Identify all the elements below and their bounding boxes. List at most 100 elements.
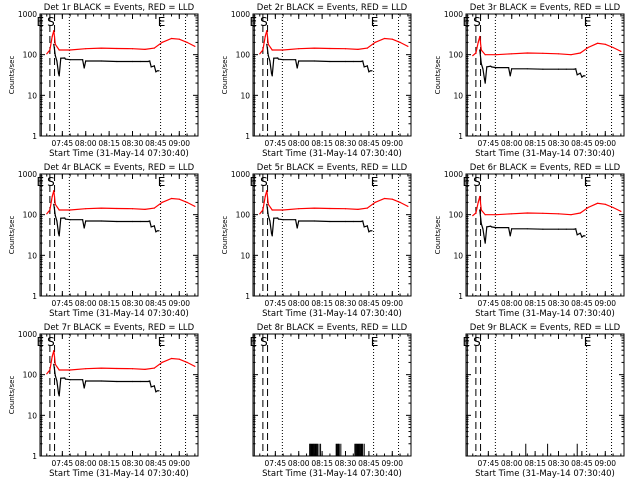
data-point	[277, 57, 279, 59]
data-point	[479, 195, 481, 198]
data-point	[64, 378, 67, 380]
data-point	[366, 225, 368, 227]
data-point	[482, 68, 484, 70]
data-point	[54, 215, 56, 217]
data-point	[186, 361, 188, 363]
data-point	[85, 368, 87, 370]
data-point	[139, 220, 141, 223]
data-point	[576, 74, 578, 76]
data-point	[399, 41, 401, 44]
data-point	[150, 226, 152, 228]
data-point	[259, 213, 261, 215]
data-point	[298, 220, 300, 222]
data-point	[360, 220, 362, 223]
data-point	[161, 201, 163, 203]
data-point	[49, 369, 51, 371]
series-line-1	[259, 30, 409, 55]
data-point	[271, 235, 273, 237]
y-tick-label: 1000	[18, 10, 37, 19]
data-point	[480, 49, 482, 51]
data-point	[144, 368, 146, 370]
data-point	[480, 223, 482, 225]
data-point	[570, 54, 572, 56]
data-point	[391, 198, 393, 200]
data-point	[170, 357, 173, 360]
x-tick-label: 08:30	[122, 459, 144, 468]
plot-frame	[465, 13, 625, 137]
data-point	[64, 377, 66, 379]
panel-3: Det 3r BLACK = Events, RED = LLD 1 10 100 10…	[434, 3, 625, 159]
data-point	[153, 367, 155, 369]
marker-label: E	[584, 15, 592, 29]
y-tick-label: 1	[245, 132, 250, 141]
panel-title: Det 2r BLACK = Events, RED = LLD	[257, 3, 408, 13]
data-point	[495, 227, 497, 229]
data-point	[295, 59, 297, 61]
y-tick-label: 1000	[444, 10, 463, 19]
y-tick-label: 10	[453, 91, 463, 100]
x-tick-label: 09:00	[594, 139, 616, 148]
data-point	[60, 57, 62, 59]
data-point	[587, 206, 589, 209]
marker-label: E	[158, 15, 166, 29]
plot-frame	[465, 333, 625, 457]
data-point	[262, 49, 264, 51]
data-point	[509, 75, 511, 77]
data-point	[282, 209, 284, 211]
data-point	[296, 67, 298, 69]
data-point	[508, 227, 510, 229]
data-point	[85, 60, 87, 62]
data-point	[490, 66, 493, 68]
data-point	[53, 363, 55, 365]
x-tick-label: 07:45	[478, 139, 500, 148]
data-point	[407, 205, 409, 207]
x-tick-label: 08:00	[501, 139, 523, 148]
data-point	[116, 220, 118, 223]
x-tick-label: 08:00	[501, 299, 523, 308]
data-point	[484, 82, 486, 84]
data-point	[178, 358, 180, 360]
data-point	[153, 65, 155, 67]
x-tick-label: 08:30	[335, 299, 357, 308]
x-tick-label: 07:45	[478, 299, 500, 308]
y-tick-label: 1	[245, 292, 250, 301]
x-tick-label: 09:00	[168, 299, 190, 308]
data-point	[344, 208, 347, 210]
marker-label: E	[37, 15, 45, 29]
marker-label: E	[158, 175, 166, 189]
data-point	[612, 46, 614, 49]
data-point	[149, 220, 151, 222]
data-point	[85, 48, 87, 50]
data-point	[53, 43, 55, 45]
data-point	[273, 57, 275, 59]
data-point	[56, 380, 58, 382]
x-tick-label: 08:00	[501, 459, 523, 468]
data-point	[58, 395, 60, 397]
data-point	[579, 52, 581, 54]
data-point	[344, 48, 347, 50]
data-point	[596, 202, 599, 204]
y-tick-label: 1000	[231, 170, 250, 179]
marker-label: E	[371, 335, 379, 349]
plot-frame	[252, 13, 412, 137]
data-point	[495, 214, 497, 216]
panel-title: Det 7r BLACK = Events, RED = LLD	[44, 323, 195, 333]
data-point	[313, 207, 315, 209]
data-point	[313, 47, 315, 49]
data-point	[344, 220, 347, 223]
data-point	[483, 238, 486, 240]
x-tick-label: 08:45	[145, 299, 167, 308]
x-tick-label: 08:45	[358, 139, 380, 148]
data-point	[57, 72, 60, 74]
data-point	[486, 66, 488, 68]
data-point	[557, 228, 560, 230]
data-point	[313, 220, 315, 222]
plot-frame	[465, 173, 625, 297]
data-point	[352, 60, 354, 63]
marker-label: S	[260, 175, 268, 189]
data-point	[526, 228, 528, 230]
x-tick-label: 08:00	[75, 299, 97, 308]
data-point	[612, 206, 614, 209]
data-point	[53, 190, 55, 192]
